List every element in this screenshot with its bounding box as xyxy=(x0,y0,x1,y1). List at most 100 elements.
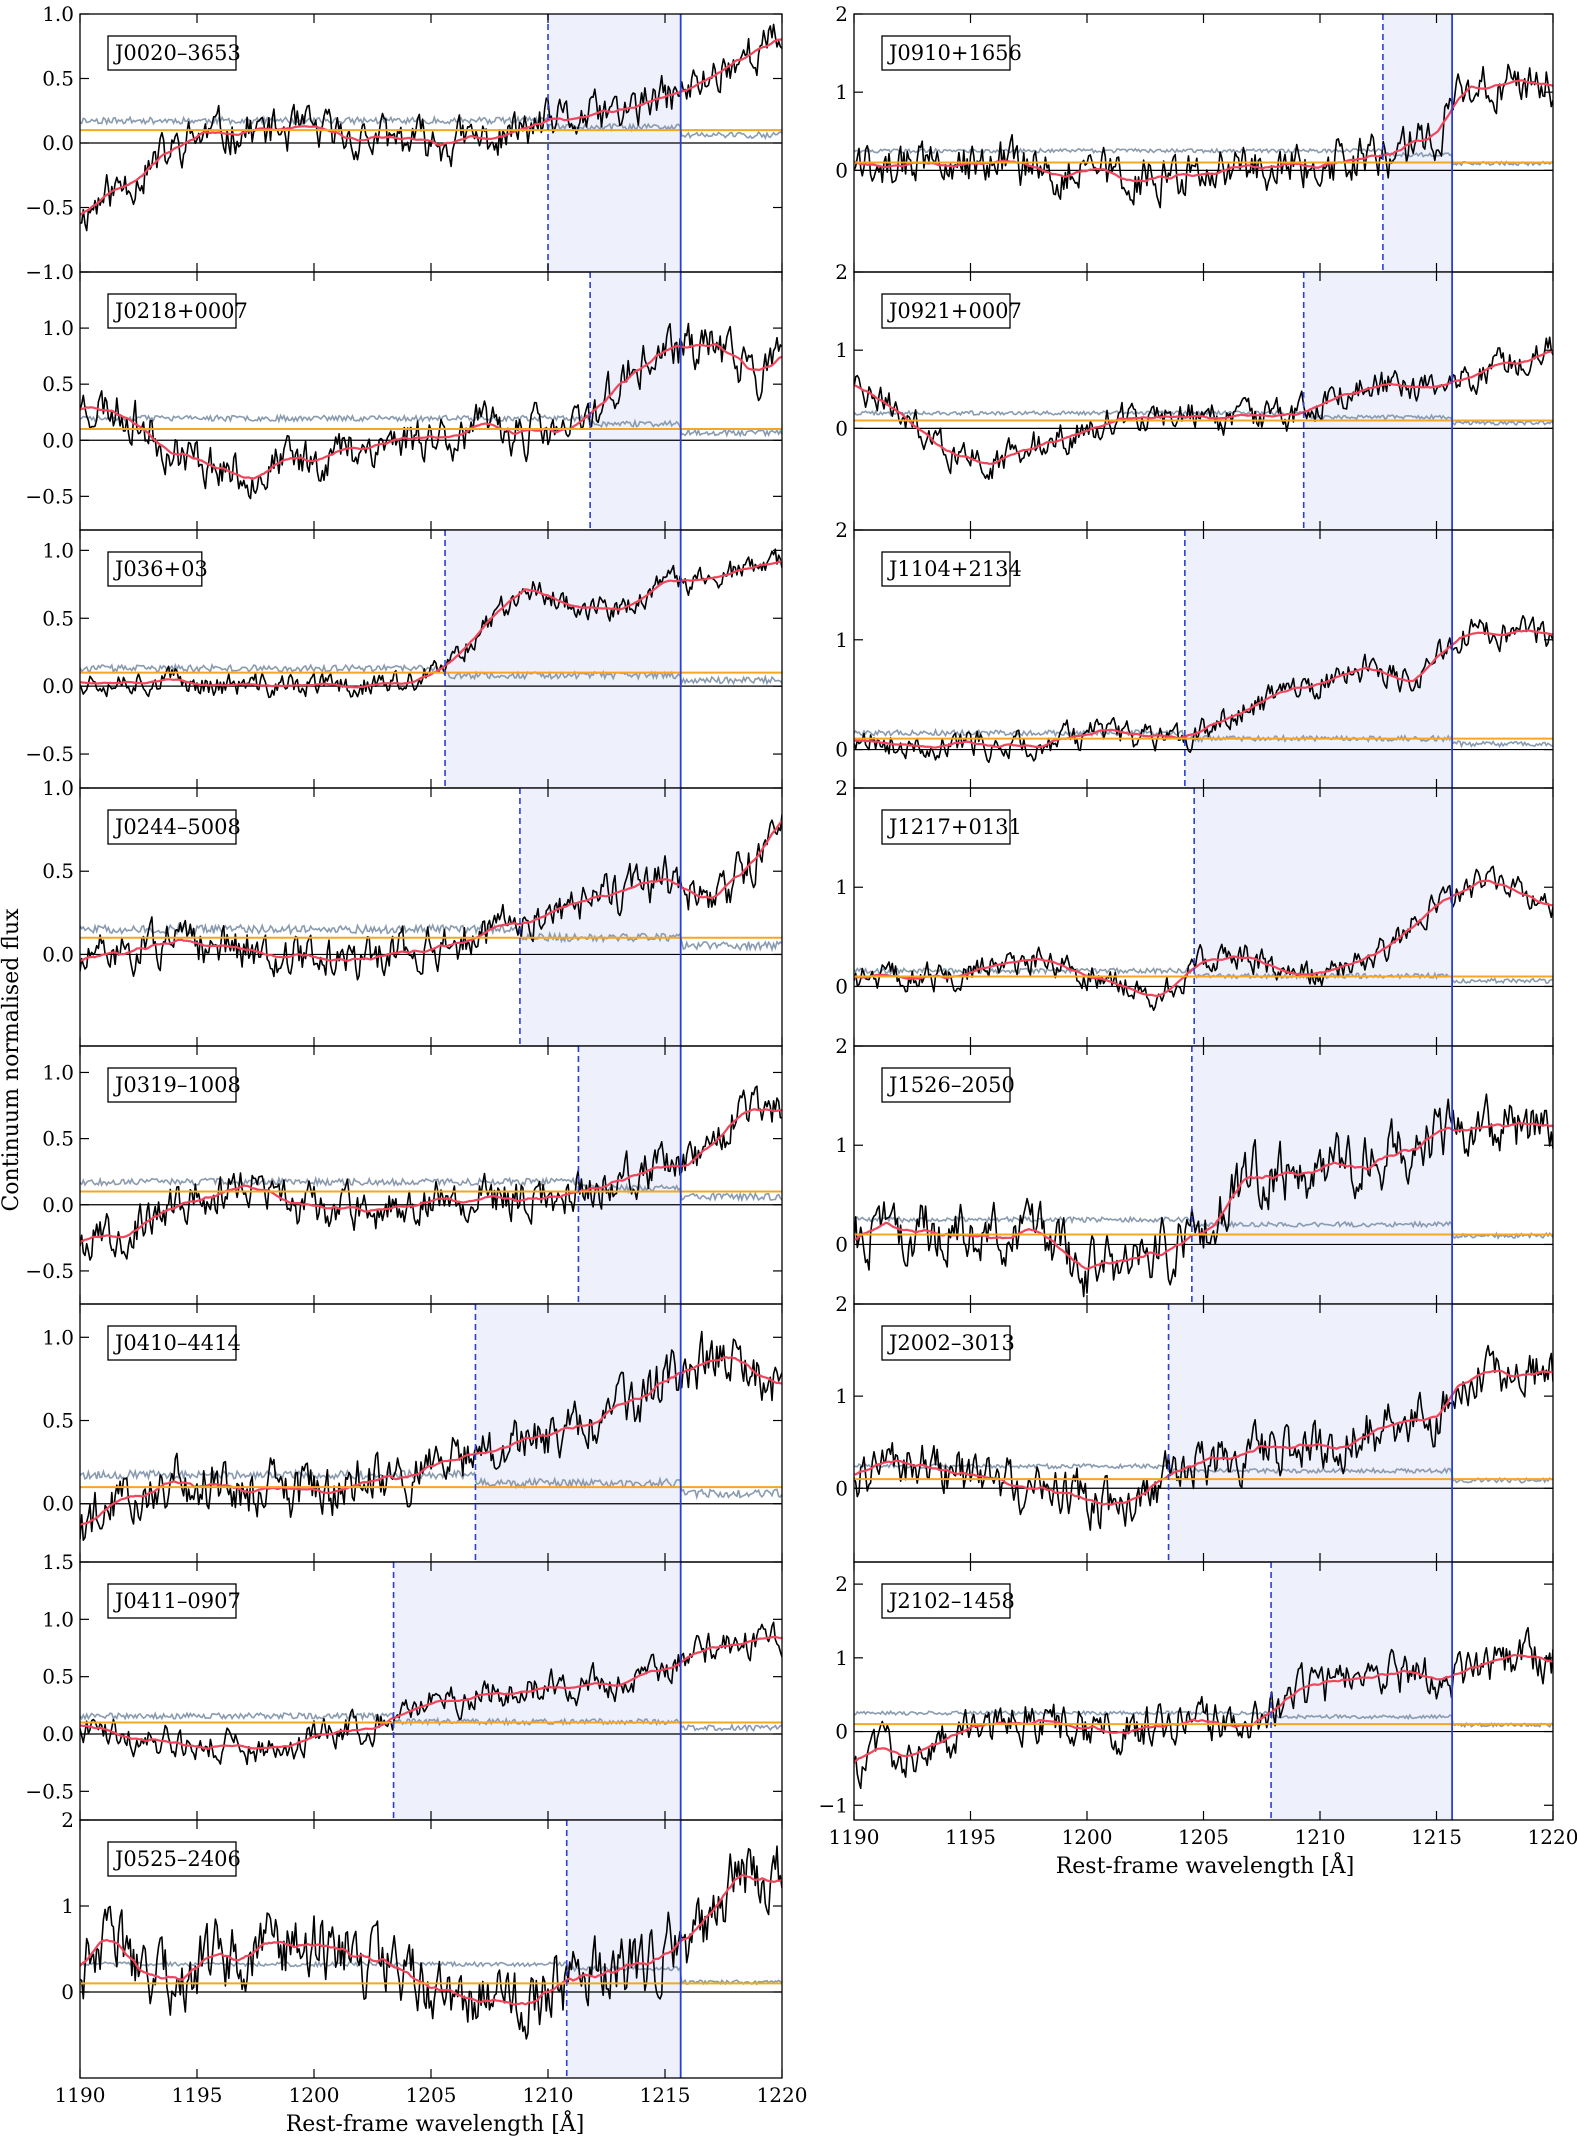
flux-spectrum-line xyxy=(854,63,1553,209)
near-zone-shade xyxy=(578,1046,681,1304)
panel-label: J0910+1656 xyxy=(881,35,1022,71)
panel-label: J0921+0007 xyxy=(881,293,1022,329)
panel-label: J2002–3013 xyxy=(881,1325,1015,1361)
y-tick-label: 0.5 xyxy=(42,372,74,396)
panel-label-text: J0910+1656 xyxy=(887,41,1022,65)
y-tick-label: 0 xyxy=(835,416,848,440)
y-tick-label: 1 xyxy=(835,875,848,899)
panel-label-box xyxy=(107,809,237,845)
panel-label-text: J1217+0131 xyxy=(887,815,1022,839)
panel-label-box xyxy=(107,35,237,71)
y-tick-label: 1 xyxy=(835,1133,848,1157)
panel-label: J1217+0131 xyxy=(881,809,1022,845)
y-tick-label: 0.0 xyxy=(42,428,74,452)
panel-label-box xyxy=(107,293,237,329)
y-tick-label: 0.0 xyxy=(42,1722,74,1746)
near-zone-shade xyxy=(1271,1562,1453,1820)
y-tick-label: 2 xyxy=(835,2,848,26)
y-tick-label: 0.5 xyxy=(42,1127,74,1151)
error-spectrum-line xyxy=(854,147,1553,167)
y-tick-label: 1 xyxy=(835,80,848,104)
panel-label-text: J0020–3653 xyxy=(113,41,241,65)
x-tick-label: 1195 xyxy=(945,1825,996,1849)
panel-label-text: J1104+2134 xyxy=(887,557,1022,581)
plot-area xyxy=(80,23,782,232)
y-tick-label: 1 xyxy=(835,338,848,362)
panel-label-text: J0410–4414 xyxy=(113,1331,241,1355)
smoothed-spectrum-line xyxy=(80,38,782,216)
plot-area xyxy=(80,1330,782,1541)
x-tick-label: 1220 xyxy=(1528,1825,1577,1849)
y-tick-label: 0 xyxy=(835,738,848,762)
flux-spectrum-line xyxy=(854,615,1553,764)
y-tick-label: 0 xyxy=(835,1720,848,1744)
near-zone-shade xyxy=(1184,530,1453,788)
flux-spectrum-line xyxy=(80,322,782,500)
y-tick-label: 2 xyxy=(835,1292,848,1316)
panel-label-text: J1526–2050 xyxy=(887,1073,1015,1097)
smoothed-spectrum-line xyxy=(854,1369,1553,1506)
smoothed-spectrum-line xyxy=(854,629,1553,749)
y-tick-label: −0.5 xyxy=(25,1259,74,1283)
panel-label-box xyxy=(881,809,1011,845)
smoothed-spectrum-line xyxy=(80,1635,782,1750)
near-zone-shade xyxy=(1191,1046,1453,1304)
panel-label-text: J0921+0007 xyxy=(887,299,1022,323)
x-tick-label: 1210 xyxy=(1295,1825,1346,1849)
y-tick-label: 0 xyxy=(61,1980,74,2004)
y-tick-label: 0.0 xyxy=(42,1492,74,1516)
panel-label-text: J2102–1458 xyxy=(887,1589,1015,1613)
x-axis-title-right: Rest-frame wavelength [Å] xyxy=(1056,1851,1355,1879)
y-tick-label: −1 xyxy=(819,1793,848,1817)
error-spectrum-line xyxy=(854,1215,1553,1240)
x-tick-label: 1205 xyxy=(1178,1825,1229,1849)
y-tick-label: 2 xyxy=(835,260,848,284)
plot-area xyxy=(80,548,782,699)
flux-spectrum-line xyxy=(80,1330,782,1541)
panel-label-box xyxy=(881,1583,1011,1619)
flux-spectrum-line xyxy=(854,865,1553,1012)
panel-label-text: J0319–1008 xyxy=(113,1073,241,1097)
panel-label-text: J2002–3013 xyxy=(887,1331,1015,1355)
plot-area xyxy=(854,1344,1553,1531)
flux-spectrum-line xyxy=(854,1093,1553,1298)
y-tick-label: 0.5 xyxy=(42,606,74,630)
plot-area xyxy=(854,1093,1553,1298)
y-tick-label: 1.0 xyxy=(42,316,74,340)
panel-label: J0525–2406 xyxy=(107,1841,241,1877)
error-spectrum-line xyxy=(80,413,782,438)
plot-area xyxy=(80,1621,782,1766)
x-tick-label: 1200 xyxy=(1062,1825,1113,1849)
panel-label-text: J0244–5008 xyxy=(113,815,241,839)
panel-label-box xyxy=(107,1067,237,1103)
panel-label-text: J036+03 xyxy=(113,557,208,581)
x-tick-label: 1195 xyxy=(172,2083,223,2107)
y-tick-label: 2 xyxy=(835,776,848,800)
y-tick-label: −0.5 xyxy=(25,1779,74,1803)
y-tick-label: 2 xyxy=(61,1808,74,1832)
y-tick-label: 1 xyxy=(835,628,848,652)
panel-label-box xyxy=(881,1067,1011,1103)
error-spectrum-line xyxy=(80,1960,782,1986)
y-tick-label: 1 xyxy=(835,1646,848,1670)
panel-J0910+1656: 0 1 2 J0910+1656 xyxy=(835,2,1554,273)
panel-label-box xyxy=(107,1841,237,1877)
flux-spectrum-line xyxy=(80,548,782,699)
smoothed-spectrum-line xyxy=(854,879,1553,998)
plot-area xyxy=(854,63,1553,209)
panel-J0244–5008: 0.0 0.5 1.0 J0244–5008 xyxy=(42,776,783,1047)
y-tick-label: 2 xyxy=(835,1572,848,1596)
plot-area xyxy=(80,1085,782,1261)
plot-area xyxy=(854,865,1553,1012)
y-tick-label: −0.5 xyxy=(25,484,74,508)
y-tick-label: −0.5 xyxy=(25,196,74,220)
y-tick-label: 0 xyxy=(835,974,848,998)
y-tick-label: 1 xyxy=(61,1894,74,1918)
panel-label: J1104+2134 xyxy=(881,551,1022,587)
panel-J0218+0007: −0.5 0.0 0.5 1.0 J0218+0007 xyxy=(25,271,783,531)
y-tick-label: −1.0 xyxy=(25,260,74,284)
panel-J2002–3013: 0 1 2 J2002–3013 xyxy=(835,1292,1554,1563)
y-tick-label: 1.0 xyxy=(42,538,74,562)
x-tick-label: 1215 xyxy=(1411,1825,1462,1849)
panel-J2102–1458: −1 0 1 2 1190 1195 1200 1205 1210 1215 1220 J2102–1… xyxy=(819,1561,1577,1849)
